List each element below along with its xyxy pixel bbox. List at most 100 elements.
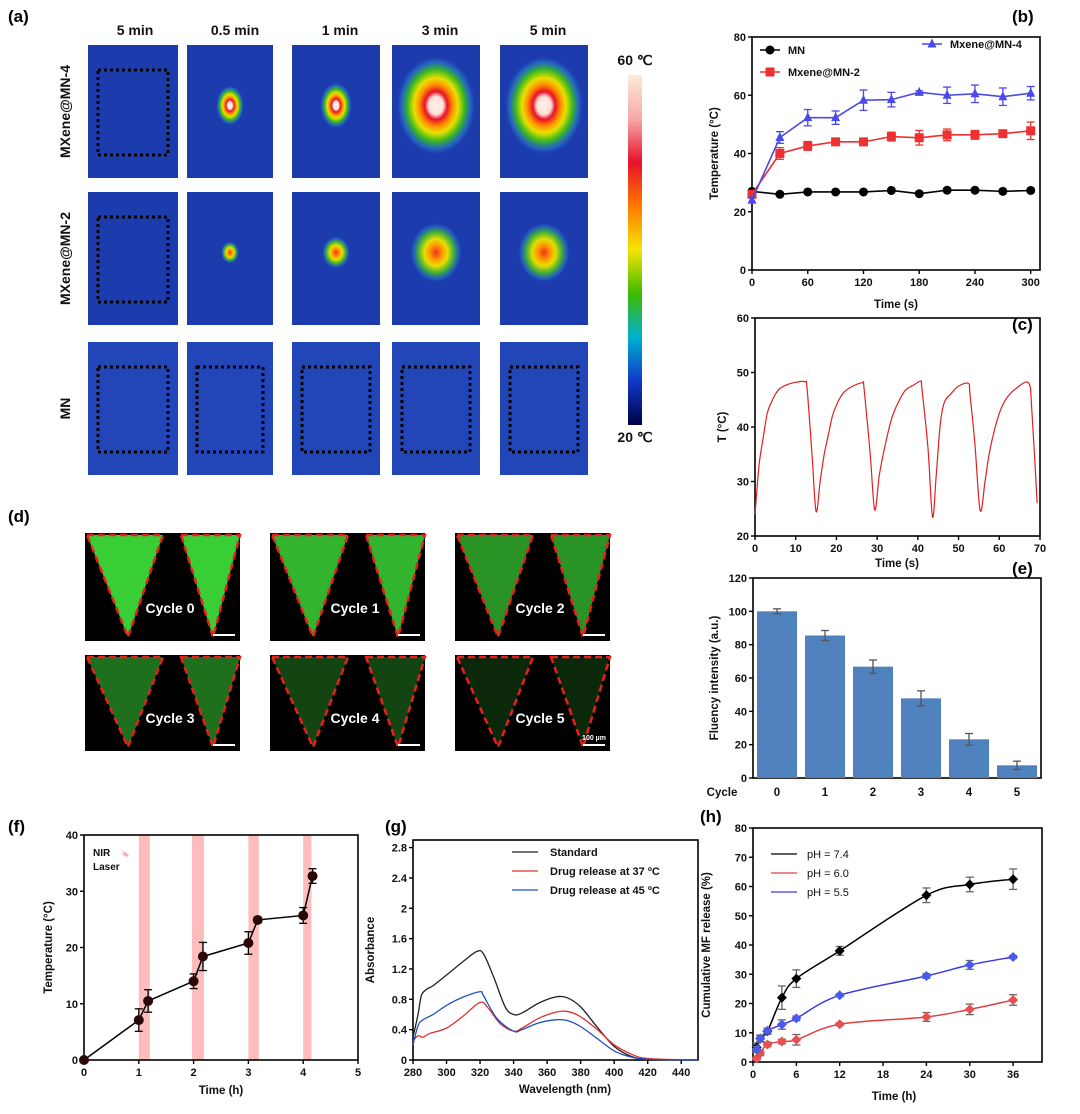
x-tick-label: 1 — [136, 1067, 142, 1079]
column-header: 5 min — [530, 22, 567, 38]
y-tick-label: 40 — [734, 149, 746, 161]
data-point — [914, 133, 924, 143]
data-point — [143, 995, 154, 1006]
data-point — [921, 971, 932, 982]
microneedle-fluorescence — [87, 535, 163, 637]
data-point — [791, 973, 802, 984]
data-point — [1008, 994, 1019, 1005]
data-point — [942, 130, 952, 140]
data-point — [886, 94, 896, 104]
legend-label: pH = 6.0 — [807, 868, 849, 880]
y-axis-label: Cumulative MF release (%) — [701, 872, 713, 1018]
y-tick-label: 20 — [66, 943, 78, 955]
x-tick-label: 4 — [300, 1067, 307, 1079]
data-point — [776, 1019, 787, 1030]
dashed-region-box — [508, 365, 580, 454]
x-tick-label: 0 — [749, 277, 755, 289]
data-point — [927, 38, 937, 48]
y-tick-label: 30 — [735, 969, 747, 981]
data-point — [964, 959, 975, 970]
data-point — [942, 89, 952, 99]
data-point — [998, 91, 1008, 101]
y-tick-label: 40 — [735, 706, 747, 718]
category-label: 2 — [870, 787, 876, 799]
data-point — [1026, 185, 1036, 195]
x-tick-label: 340 — [504, 1067, 522, 1079]
hotspot — [396, 55, 476, 156]
hotspot — [221, 241, 239, 264]
data-point — [188, 976, 199, 987]
x-tick-label: 0 — [752, 543, 758, 555]
thermal-image — [187, 342, 273, 475]
laser-band — [248, 835, 259, 1060]
data-point — [834, 945, 845, 956]
cycle-label: Cycle 0 — [145, 600, 194, 616]
plot-frame — [412, 839, 699, 1061]
panel-label-a: (a) — [8, 7, 29, 26]
y-tick-label: 50 — [735, 911, 747, 923]
microneedle-fluorescence — [457, 657, 533, 747]
data-point — [791, 1013, 802, 1024]
absorbance-curve — [412, 949, 699, 1061]
y-tick-label: 0.8 — [392, 994, 407, 1006]
data-point — [998, 186, 1008, 196]
x-axis-label: Time (h) — [872, 1091, 917, 1103]
y-tick-label: 80 — [735, 823, 747, 835]
data-point — [831, 112, 841, 122]
x-tick-label: 420 — [639, 1067, 657, 1079]
microneedle-outline — [179, 533, 242, 642]
legend-label: pH = 7.4 — [807, 849, 849, 861]
hotspot — [410, 222, 462, 283]
microneedle-outline — [364, 655, 427, 752]
legend-label: Standard — [550, 847, 598, 859]
data-point — [133, 1015, 144, 1026]
x-tick-label: 10 — [790, 543, 802, 555]
y-tick-label: 80 — [735, 640, 747, 652]
y-tick-label: 60 — [734, 90, 746, 102]
cycle-label: Cycle 1 — [330, 600, 379, 616]
microneedle-fluorescence — [366, 535, 425, 637]
legend-label: Mxene@MN-2 — [788, 67, 860, 79]
y-tick-label: 40 — [735, 940, 747, 952]
data-point — [998, 129, 1008, 139]
y-tick-label: 0 — [72, 1055, 78, 1067]
laser-band — [191, 835, 205, 1060]
column-header: 3 min — [422, 22, 459, 38]
y-tick-label: 70 — [735, 852, 747, 864]
data-point — [775, 131, 785, 141]
data-point — [762, 1025, 773, 1036]
data-point — [831, 187, 841, 197]
column-header: 5 min — [117, 22, 154, 38]
x-tick-label: 2 — [191, 1067, 197, 1079]
y-tick-label: 20 — [735, 740, 747, 752]
thermal-image — [500, 342, 588, 475]
data-point — [803, 112, 813, 122]
data-point — [747, 194, 757, 204]
data-point — [914, 189, 924, 199]
microneedle-fluorescence — [272, 657, 348, 747]
y-tick-label: 40 — [737, 422, 749, 434]
cycle-label: Cycle 4 — [330, 710, 379, 726]
panel-label-c: (c) — [1012, 315, 1033, 334]
category-label: 1 — [822, 787, 829, 799]
panel-label-d: (d) — [8, 507, 30, 526]
data-point — [1026, 126, 1036, 136]
data-point — [79, 1055, 89, 1065]
y-tick-label: 0 — [741, 773, 747, 785]
data-point — [914, 86, 924, 96]
y-tick-label: 50 — [737, 368, 749, 380]
plot-frame — [83, 834, 359, 1061]
microneedle-fluorescence — [272, 535, 348, 637]
microneedle-fluorescence — [551, 535, 610, 637]
x-tick-label: 50 — [952, 543, 964, 555]
bar — [901, 698, 941, 778]
laser-band — [303, 835, 312, 1060]
x-tick-label: 380 — [571, 1067, 589, 1079]
x-tick-label: 180 — [910, 277, 928, 289]
laser-lightning-icon — [117, 846, 137, 864]
y-tick-label: 20 — [737, 531, 749, 543]
data-point — [834, 990, 845, 1001]
microneedle-outline — [549, 655, 612, 752]
data-point — [942, 185, 952, 195]
fluorescence-image — [270, 655, 425, 751]
